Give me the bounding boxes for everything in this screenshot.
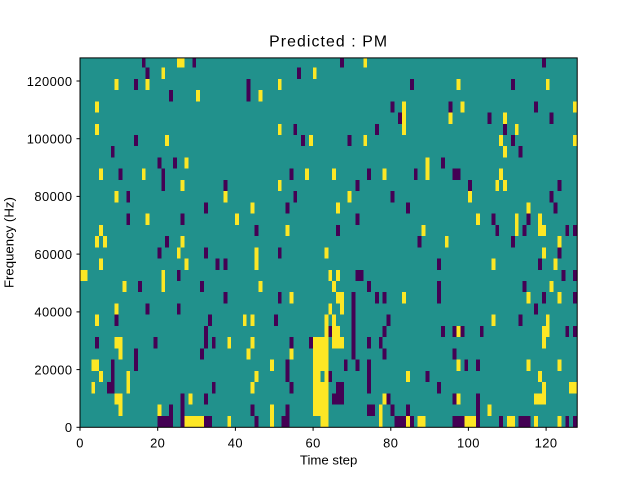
svg-text:Frequency (Hz): Frequency (Hz) bbox=[2, 197, 17, 288]
svg-text:20: 20 bbox=[150, 436, 165, 451]
svg-text:Time step: Time step bbox=[300, 453, 357, 468]
svg-text:120: 120 bbox=[535, 436, 558, 451]
svg-text:120000: 120000 bbox=[27, 74, 73, 89]
svg-text:80000: 80000 bbox=[34, 189, 72, 204]
svg-text:20000: 20000 bbox=[34, 362, 72, 377]
svg-text:100000: 100000 bbox=[27, 132, 73, 147]
svg-text:0: 0 bbox=[65, 420, 73, 435]
svg-text:0: 0 bbox=[76, 436, 84, 451]
svg-text:60: 60 bbox=[305, 436, 320, 451]
svg-text:60000: 60000 bbox=[34, 247, 72, 262]
svg-text:40000: 40000 bbox=[34, 305, 72, 320]
svg-text:100: 100 bbox=[457, 436, 480, 451]
svg-text:Predicted : PM: Predicted : PM bbox=[269, 34, 388, 51]
svg-text:40: 40 bbox=[228, 436, 243, 451]
svg-text:80: 80 bbox=[383, 436, 398, 451]
